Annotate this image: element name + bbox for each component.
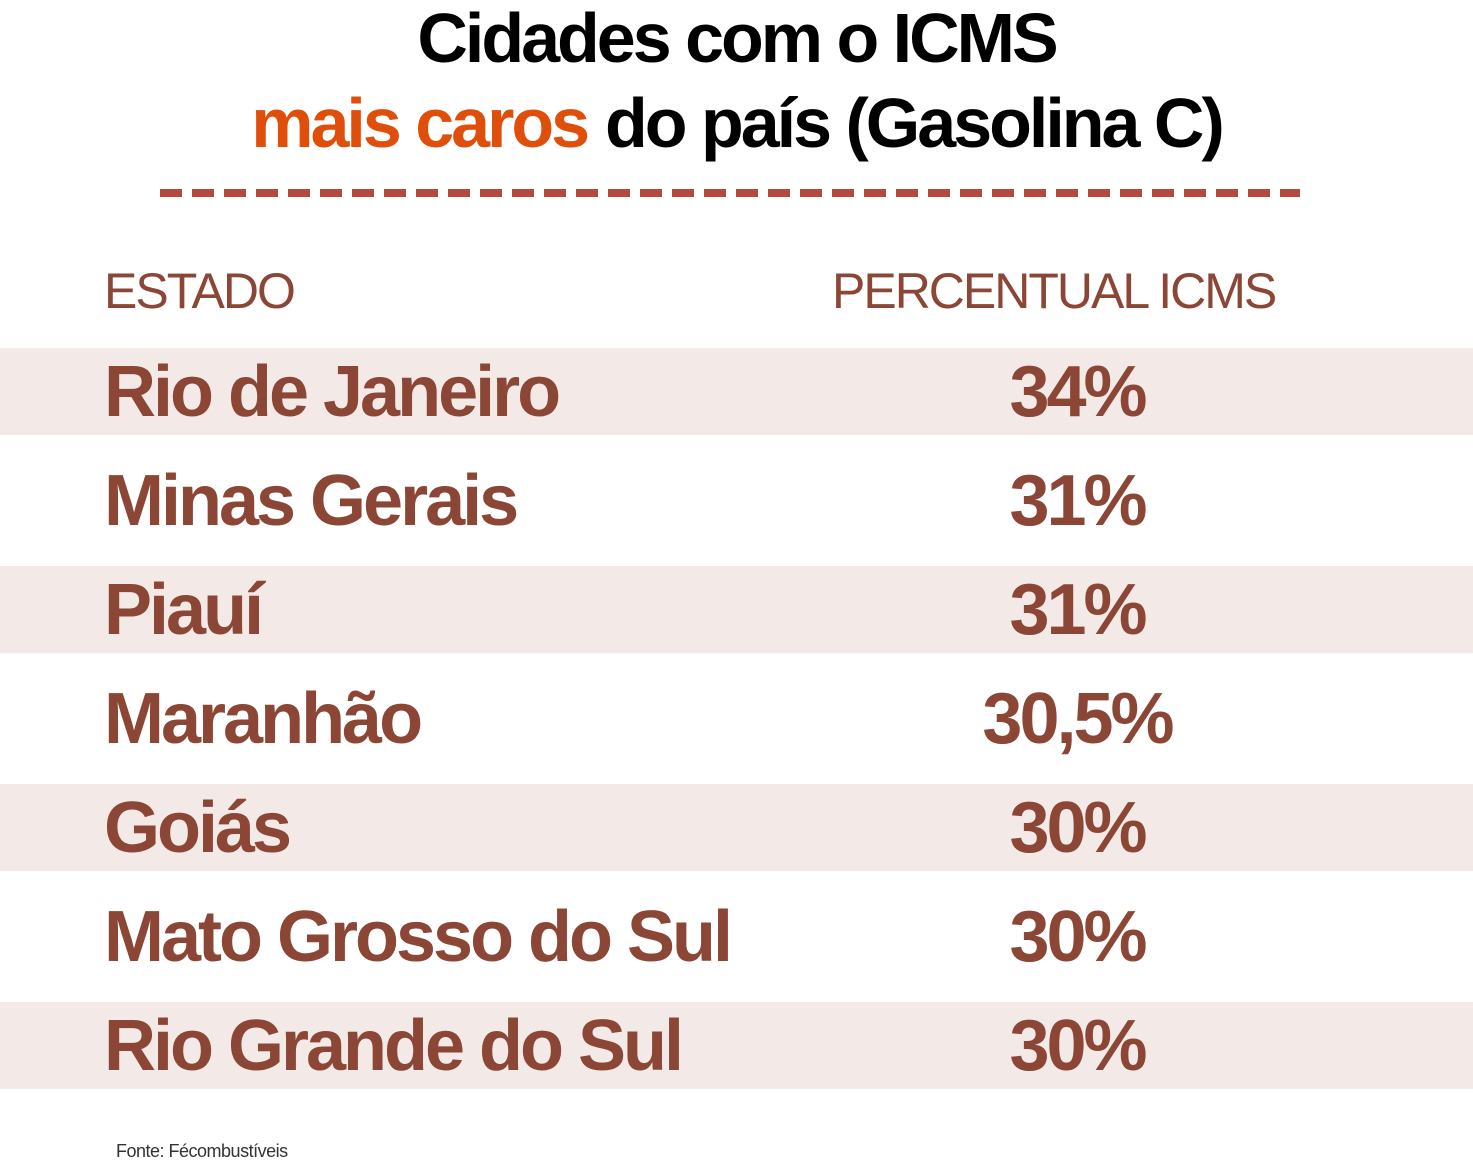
divider xyxy=(160,189,1300,197)
column-header: ESTADO xyxy=(104,263,296,319)
table-row: Piauí 31% xyxy=(0,566,1473,653)
icms-percent: 30% xyxy=(1009,787,1147,868)
table-row: Rio de Janeiro 34% xyxy=(0,348,1473,435)
state-name: Mato Grosso do Sul xyxy=(104,896,733,977)
title-highlight: mais caros xyxy=(251,84,590,162)
state-name: Rio de Janeiro xyxy=(104,351,561,432)
icms-percent: 30% xyxy=(1009,896,1147,977)
icms-percent: 34% xyxy=(1009,351,1147,432)
column-header: PERCENTUAL ICMS xyxy=(832,263,1277,319)
title: Cidades com o ICMS xyxy=(417,0,1058,77)
icms-percent: 30% xyxy=(1009,1005,1147,1086)
icms-percent: 31% xyxy=(1009,460,1147,541)
title: mais caros do país (Gasolina C) xyxy=(0,88,1473,158)
table-row: Maranhão 30,5% xyxy=(0,675,1473,762)
icms-percent: 31% xyxy=(1009,569,1147,650)
icms-percent: 30,5% xyxy=(982,678,1174,759)
table-row: Minas Gerais 31% xyxy=(0,457,1473,544)
state-name: Goiás xyxy=(104,787,292,868)
state-name: Piauí xyxy=(104,569,264,650)
table-row: Rio Grande do Sul 30% xyxy=(0,1002,1473,1089)
table-row: Goiás 30% xyxy=(0,784,1473,871)
table: Rio de Janeiro 34% Minas Gerais 31% Piauí 31%… xyxy=(0,348,1473,1111)
table-row: Mato Grosso do Sul 30% xyxy=(0,893,1473,980)
state-name: Minas Gerais xyxy=(104,460,519,541)
state-name: Maranhão xyxy=(104,678,423,759)
state-name: Rio Grande do Sul xyxy=(104,1005,684,1086)
source: Fonte: Fécombustíveis xyxy=(116,1141,288,1161)
title-rest: do país (Gasolina C) xyxy=(605,84,1225,162)
